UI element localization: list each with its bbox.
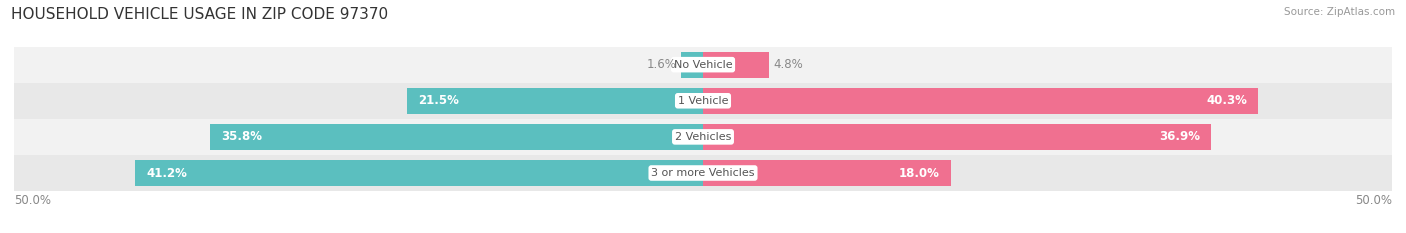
Bar [703,52,769,78]
Text: 1 Vehicle: 1 Vehicle [678,96,728,106]
Text: Source: ZipAtlas.com: Source: ZipAtlas.com [1284,7,1395,17]
Bar [703,88,1258,114]
Text: 50.0%: 50.0% [1355,194,1392,207]
Text: 18.0%: 18.0% [898,167,941,179]
Text: 36.9%: 36.9% [1160,130,1201,143]
Text: 3 or more Vehicles: 3 or more Vehicles [651,168,755,178]
Text: No Vehicle: No Vehicle [673,60,733,70]
Bar [14,83,1392,119]
Text: 21.5%: 21.5% [418,94,458,107]
Bar [703,124,1212,150]
Text: 35.8%: 35.8% [221,130,262,143]
Bar [14,155,1392,191]
Bar [209,124,703,150]
Text: 40.3%: 40.3% [1206,94,1247,107]
Bar [14,47,1392,83]
Bar [406,88,703,114]
Bar [681,52,703,78]
Text: 1.6%: 1.6% [647,58,676,71]
Text: 2 Vehicles: 2 Vehicles [675,132,731,142]
Bar [135,160,703,186]
Text: 41.2%: 41.2% [146,167,187,179]
Text: 4.8%: 4.8% [773,58,803,71]
Text: 50.0%: 50.0% [14,194,51,207]
Text: HOUSEHOLD VEHICLE USAGE IN ZIP CODE 97370: HOUSEHOLD VEHICLE USAGE IN ZIP CODE 9737… [11,7,388,22]
Bar [703,160,950,186]
Bar [14,119,1392,155]
